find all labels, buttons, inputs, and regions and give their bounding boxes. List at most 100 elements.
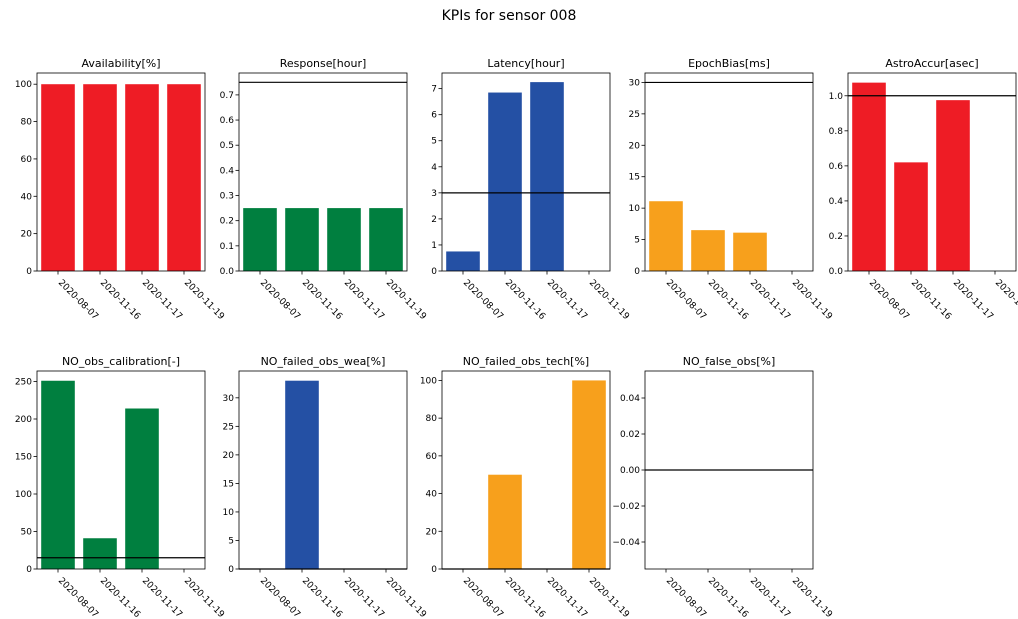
- y-tick-label: 5: [431, 137, 437, 147]
- x-tick-label: 2020-08-07: [664, 278, 708, 322]
- y-tick-label: 0.3: [220, 192, 234, 202]
- y-tick-label: 1.0: [829, 92, 844, 102]
- y-tick-label: 250: [15, 378, 32, 388]
- y-tick-label: 60: [21, 155, 33, 165]
- axes-frame: [36, 72, 206, 272]
- y-tick-label: 50: [21, 528, 33, 538]
- y-tick-label: 0: [634, 267, 640, 277]
- panel-7: NO_failed_obs_wea[%] 0 5 10 15 20 25 30 2020-08-…: [223, 355, 429, 619]
- x-tick-label: 2020-08-07: [56, 576, 100, 619]
- x-tick-label: 2020-11-19: [790, 576, 834, 619]
- y-tick-label: 1: [431, 241, 437, 251]
- y-tick-label: 25: [629, 110, 640, 120]
- x-tick-label: 2020-11-19: [182, 278, 226, 322]
- y-tick-label: 80: [21, 118, 33, 128]
- bar: [691, 230, 725, 271]
- panel-3: Latency[hour]012345672020-08-072020-11-1…: [431, 57, 631, 322]
- axes-frame: [441, 72, 611, 272]
- panel-title: Latency[hour]: [487, 57, 564, 70]
- y-tick-label: 0: [26, 565, 32, 575]
- x-tick-label: 2020-11-17: [342, 576, 386, 619]
- y-tick-label: 0: [228, 565, 234, 575]
- panel-1: Availability[%]0204060801002020-08-07202…: [15, 57, 226, 322]
- y-tick-label: 0.6: [220, 116, 235, 126]
- y-tick-label: 80: [426, 414, 438, 424]
- y-tick-label: 25: [223, 422, 234, 432]
- kpi-panels: Availability[%]0204060801002020-08-07202…: [15, 57, 1018, 619]
- x-tick-label: 2020-11-17: [545, 278, 589, 322]
- panel-title: Response[hour]: [280, 57, 367, 70]
- panel-title: NO_false_obs[%]: [683, 355, 776, 368]
- y-tick-label: 0.00: [620, 466, 640, 476]
- bar: [894, 162, 928, 271]
- x-tick-label: 2020-11-16: [300, 278, 344, 322]
- y-tick-label: 0.4: [829, 197, 844, 207]
- bar: [852, 82, 886, 271]
- y-tick-label: 10: [223, 508, 235, 518]
- y-tick-label: 40: [21, 192, 33, 202]
- y-tick-label: 10: [629, 204, 641, 214]
- y-tick-label: 0.2: [829, 232, 843, 242]
- x-tick-label: 2020-11-16: [98, 278, 142, 322]
- x-tick-label: 2020-11-17: [140, 278, 184, 322]
- axes-frame: [441, 370, 611, 570]
- x-tick-label: 2020-08-07: [258, 278, 302, 322]
- bar: [530, 82, 564, 271]
- y-tick-label: 0.2: [220, 217, 234, 227]
- bar: [936, 100, 970, 271]
- x-tick-label: 2020-08-07: [56, 278, 100, 322]
- bar: [125, 408, 159, 569]
- panel-9: NO_false_obs[%] −0.04 −0.02 0.00 0.02 0.04 202…: [612, 355, 834, 619]
- x-tick-label: 2020-11-19: [587, 278, 631, 322]
- y-tick-label: 0: [26, 267, 32, 277]
- bar: [167, 84, 201, 271]
- axes-frame: [847, 72, 1017, 272]
- y-tick-label: 30: [223, 394, 235, 404]
- y-tick-label: 7: [431, 85, 437, 95]
- x-tick-label: 2020-11-17: [545, 576, 589, 619]
- x-tick-label: 2020-11-16: [503, 278, 547, 322]
- y-tick-label: 20: [21, 230, 33, 240]
- y-tick-label: −0.04: [612, 538, 640, 548]
- panel-title: AstroAccur[asec]: [885, 57, 978, 70]
- x-tick-label: 2020-11-19: [993, 278, 1018, 322]
- bar: [41, 380, 75, 569]
- axes-frame: [644, 72, 814, 272]
- y-tick-label: 20: [426, 527, 438, 537]
- y-tick-label: 0: [431, 267, 437, 277]
- x-tick-label: 2020-11-16: [909, 278, 953, 322]
- y-tick-label: 15: [629, 173, 640, 183]
- y-tick-label: −0.02: [612, 502, 640, 512]
- bar: [488, 92, 522, 271]
- x-tick-label: 2020-11-16: [706, 278, 750, 322]
- x-tick-label: 2020-11-17: [140, 576, 184, 619]
- y-tick-label: 0.04: [620, 394, 640, 404]
- panel-5: AstroAccur[asec] 0.0 0.2 0.4 0.6 0.8 1.0 2020-0…: [829, 57, 1018, 322]
- y-tick-label: 15: [223, 479, 234, 489]
- bar: [285, 380, 319, 569]
- bar: [327, 208, 361, 271]
- x-tick-label: 2020-08-07: [258, 576, 302, 619]
- y-tick-label: 5: [228, 536, 234, 546]
- panel-4: EpochBias[ms]0510152025302020-08-072020-…: [629, 57, 835, 322]
- y-tick-label: 0.6: [829, 162, 844, 172]
- y-tick-label: 200: [15, 415, 32, 425]
- y-tick-label: 0.7: [220, 91, 234, 101]
- y-tick-label: 0.8: [829, 127, 844, 137]
- x-tick-label: 2020-11-19: [182, 576, 226, 619]
- x-tick-label: 2020-11-19: [384, 278, 428, 322]
- y-tick-label: 60: [426, 452, 438, 462]
- y-tick-label: 0.02: [620, 430, 640, 440]
- panel-title: Availability[%]: [82, 57, 161, 70]
- x-tick-label: 2020-11-19: [790, 278, 834, 322]
- bar: [83, 84, 117, 271]
- bar: [572, 380, 606, 569]
- y-tick-label: 0.0: [220, 267, 235, 277]
- x-tick-label: 2020-11-17: [748, 278, 792, 322]
- axes-frame: [238, 72, 408, 272]
- bar: [369, 208, 403, 271]
- bar: [733, 232, 767, 271]
- panel-title: NO_failed_obs_tech[%]: [463, 355, 589, 368]
- panel-8: NO_failed_obs_tech[%] 0 20 40 60 80 100 2020-08…: [420, 355, 631, 619]
- x-tick-label: 2020-11-19: [587, 576, 631, 619]
